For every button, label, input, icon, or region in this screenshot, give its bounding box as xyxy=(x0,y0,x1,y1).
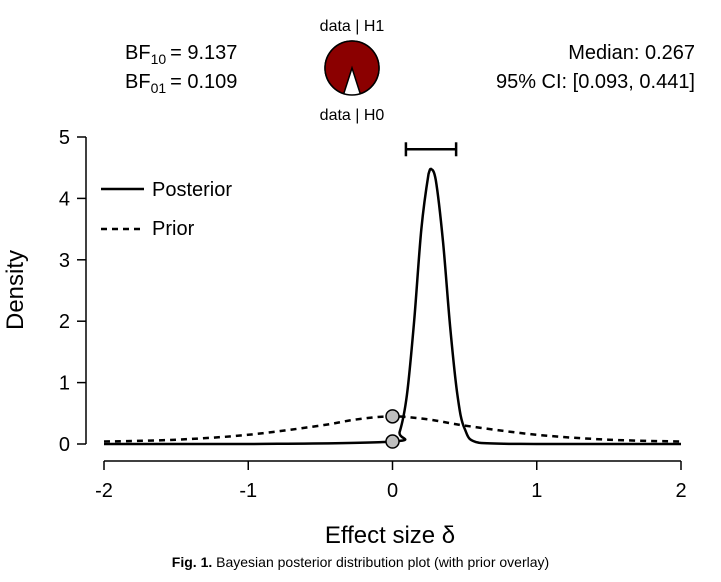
posterior-curve xyxy=(104,167,681,446)
bf10-text: BF10 = 9.137 xyxy=(125,42,237,67)
bayes-figure: BF10 = 9.137 BF01 = 0.109 Median: 0.267 95… xyxy=(2,18,695,549)
pie-top-label: data | H1 xyxy=(320,18,385,35)
pie-h1-slice xyxy=(324,40,380,95)
plot-area xyxy=(103,142,682,449)
x-tick-label: 2 xyxy=(675,480,686,502)
pie-bottom-label: data | H0 xyxy=(320,107,385,124)
y-tick-label: 1 xyxy=(59,373,70,395)
y-axis-label: Density xyxy=(2,250,29,330)
legend: Posterior Prior xyxy=(101,179,232,240)
x-tick-label: 0 xyxy=(387,480,398,502)
y-tick-label: 3 xyxy=(59,250,70,272)
legend-posterior-label: Posterior xyxy=(152,179,232,201)
x-tick-label: -1 xyxy=(239,480,257,502)
x-axis-label: Effect size δ xyxy=(325,522,455,549)
y-tick-label: 0 xyxy=(59,434,70,456)
caption-label: Fig. 1. xyxy=(171,554,213,570)
legend-prior-label: Prior xyxy=(152,218,195,240)
y-tick-label: 5 xyxy=(59,127,70,149)
x-tick-label: 1 xyxy=(531,480,542,502)
x-tick-label: -2 xyxy=(95,480,113,502)
y-tick-label: 4 xyxy=(59,188,70,210)
caption-text: Bayesian posterior distribution plot (wi… xyxy=(212,554,550,570)
bf01-text: BF01 = 0.109 xyxy=(125,71,237,96)
figure-caption: Fig. 1. Bayesian posterior distribution … xyxy=(0,554,721,570)
y-tick-label: 2 xyxy=(59,311,70,333)
ci-text: 95% CI: [0.093, 0.441] xyxy=(496,71,695,93)
median-text: Median: 0.267 xyxy=(568,42,695,64)
prior-zero-point xyxy=(385,409,400,424)
posterior-zero-point xyxy=(385,434,400,449)
axes: -2 -1 0 1 2 0 1 2 3 4 5 xyxy=(59,127,687,502)
